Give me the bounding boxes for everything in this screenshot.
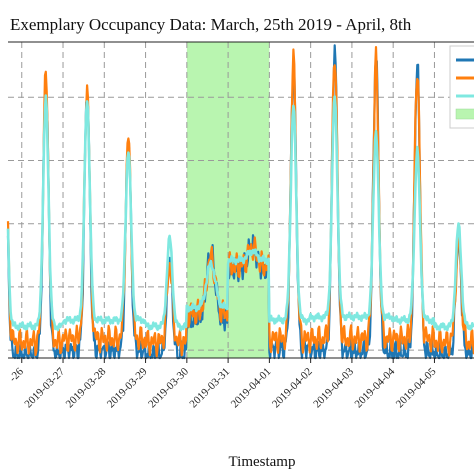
x-axis-label: Timestamp (229, 454, 296, 470)
chart-title: Exemplary Occupancy Data: March, 25th 20… (10, 15, 412, 34)
x-tick-label: 2019-03-28 (64, 365, 109, 410)
x-tick-label: 2019-04-02 (270, 366, 315, 411)
x-tick-label: 2019-04-04 (353, 365, 398, 410)
x-tick-label: 2019-03-30 (146, 365, 191, 410)
x-tick-label: -26 (7, 365, 26, 384)
legend (449, 45, 474, 129)
x-tick-label: 2019-03-31 (187, 366, 232, 411)
plot-area: -262019-03-272019-03-282019-03-292019-03… (6, 41, 474, 411)
x-tick-label: 2019-04-05 (394, 365, 439, 410)
series-line-3 (6, 94, 474, 332)
x-tick-label: 2019-03-27 (22, 365, 67, 410)
x-tick-label: 2019-03-29 (105, 365, 150, 410)
x-tick-label: 2019-04-03 (311, 365, 356, 410)
legend-swatch-highlight (455, 108, 474, 120)
x-tick-label: 2019-04-01 (229, 366, 274, 411)
